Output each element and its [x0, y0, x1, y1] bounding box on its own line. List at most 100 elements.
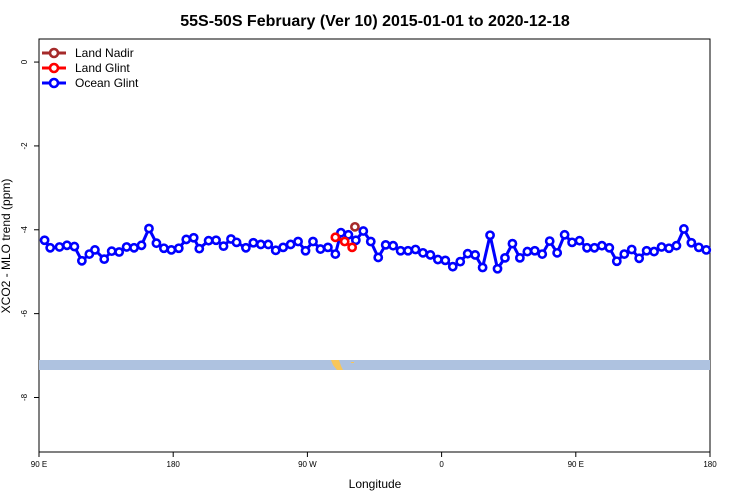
- data-point: [418, 247, 428, 258]
- data-point: [330, 249, 341, 259]
- data-point: [45, 242, 56, 253]
- data-point: [693, 242, 704, 253]
- data-point: [158, 243, 169, 254]
- data-point: [634, 253, 645, 264]
- data-point: [574, 235, 585, 246]
- data-point: [589, 242, 600, 253]
- data-point: [358, 226, 369, 236]
- data-point: [596, 240, 607, 251]
- data-point: [701, 245, 712, 255]
- y-axis-label: XCO2 - MLO trend (ppm): [0, 179, 13, 314]
- data-point: [485, 230, 495, 241]
- data-point: [462, 248, 473, 259]
- x-tick-label: 90 E: [31, 460, 47, 469]
- data-point: [395, 245, 406, 256]
- data-point: [339, 236, 350, 247]
- data-point: [54, 242, 65, 252]
- x-tick-label: 90 W: [298, 460, 317, 469]
- data-point: [173, 243, 184, 254]
- ocean-mask-band: [39, 360, 710, 370]
- data-point: [522, 246, 533, 257]
- data-point: [403, 245, 413, 256]
- data-point: [641, 245, 652, 256]
- legend-item: Land Glint: [42, 61, 130, 75]
- y-tick-label: 0: [20, 59, 29, 64]
- data-point: [99, 254, 110, 265]
- legend-item: Land Nadir: [42, 46, 134, 60]
- data-point: [181, 234, 192, 245]
- data-point: [218, 241, 229, 252]
- x-tick-label: 90 E: [568, 460, 584, 469]
- data-point: [619, 249, 630, 259]
- series-layer: [39, 221, 712, 274]
- data-point: [263, 239, 274, 250]
- y-tick-label: -8: [20, 393, 29, 401]
- data-point: [529, 245, 540, 256]
- x-axis-label: Longitude: [349, 477, 402, 491]
- land-mask-patch: [331, 360, 343, 370]
- data-point: [194, 243, 205, 254]
- data-point: [278, 242, 289, 253]
- data-point: [270, 245, 281, 256]
- legend-marker: [48, 77, 60, 89]
- data-point: [323, 242, 333, 253]
- chart-title: 55S-50S February (Ver 10) 2015-01-01 to …: [180, 13, 570, 30]
- series-land-glint: [330, 232, 358, 253]
- legend-item: Ocean Glint: [42, 76, 139, 90]
- y-tick-label: -2: [20, 142, 29, 150]
- data-point: [455, 256, 466, 267]
- data-point: [552, 247, 563, 258]
- legend-label: Land Nadir: [75, 46, 134, 60]
- data-point: [255, 239, 266, 250]
- data-point: [544, 236, 555, 246]
- data-point: [559, 229, 570, 240]
- data-point: [136, 240, 147, 251]
- data-point: [388, 240, 399, 251]
- data-point: [514, 252, 525, 263]
- data-point: [447, 261, 458, 272]
- data-point: [188, 232, 199, 243]
- data-point: [507, 238, 518, 249]
- data-point: [285, 239, 296, 250]
- x-axis: 90 E 180 90 W 0 90 E 180: [31, 452, 717, 469]
- data-point: [39, 235, 50, 246]
- x-tick-label: 180: [167, 460, 181, 469]
- data-point: [90, 245, 100, 255]
- series-ocean-glint: [39, 223, 712, 274]
- data-point: [500, 252, 510, 263]
- data-point: [62, 240, 72, 251]
- data-point: [144, 223, 154, 234]
- legend-label: Ocean Glint: [75, 76, 139, 90]
- land-mask-speck: [351, 362, 354, 363]
- data-point: [350, 221, 360, 232]
- data-point: [440, 255, 451, 266]
- data-point: [365, 236, 376, 247]
- data-point: [604, 242, 615, 253]
- data-point: [293, 236, 303, 247]
- data-point: [611, 256, 622, 267]
- data-point: [76, 255, 87, 266]
- data-point: [410, 244, 421, 255]
- legend-label: Land Glint: [75, 61, 130, 75]
- data-point: [679, 224, 689, 234]
- data-point: [626, 244, 637, 255]
- data-point: [300, 245, 311, 256]
- data-point: [231, 237, 242, 248]
- x-tick-label: 0: [439, 460, 444, 469]
- data-point: [425, 250, 436, 260]
- legend-marker: [48, 47, 60, 59]
- data-point: [649, 246, 659, 257]
- y-axis: 0 -2 -4 -6 -8: [20, 59, 39, 401]
- data-point: [432, 254, 443, 265]
- data-point: [470, 250, 481, 260]
- data-point: [166, 245, 177, 255]
- data-point: [308, 236, 318, 247]
- data-point: [114, 247, 125, 257]
- y-tick-label: -6: [20, 310, 29, 318]
- y-tick-label: -4: [20, 226, 29, 234]
- data-point: [330, 232, 341, 243]
- data-point: [373, 252, 384, 263]
- data-point: [69, 241, 80, 252]
